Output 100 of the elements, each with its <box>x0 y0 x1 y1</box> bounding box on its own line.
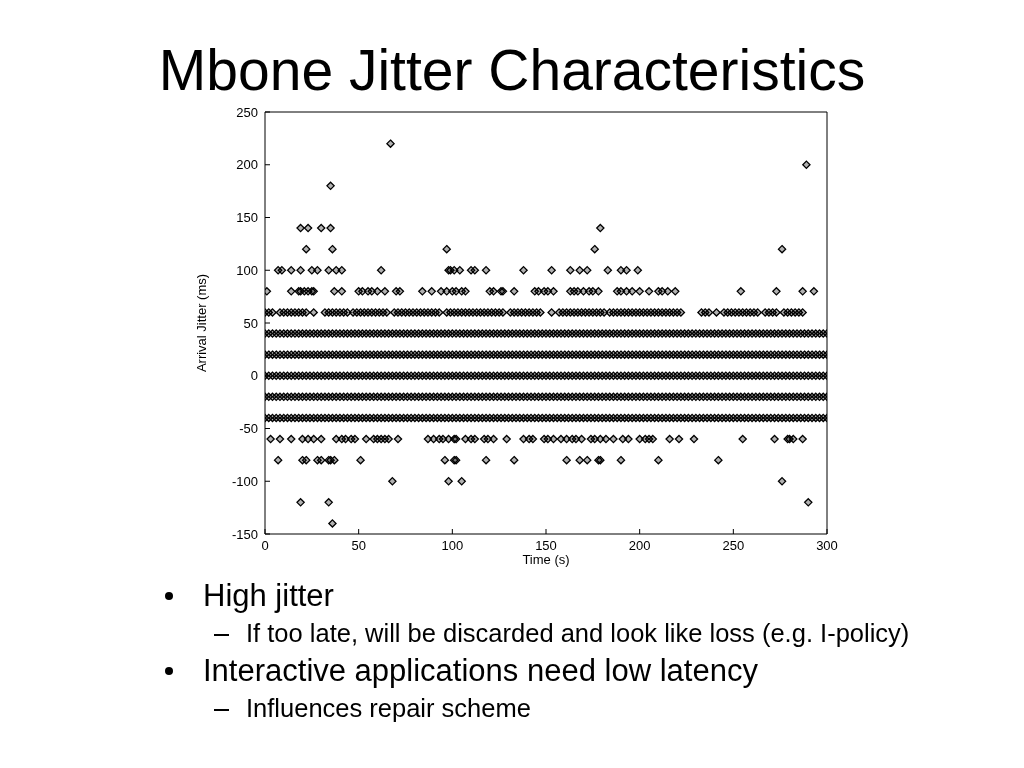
point <box>509 455 519 465</box>
point <box>635 287 644 296</box>
point <box>804 498 813 507</box>
y-tick-label: 150 <box>236 210 258 226</box>
x-tick-label: 50 <box>351 538 366 554</box>
point <box>582 455 592 465</box>
point <box>286 266 296 275</box>
point <box>549 287 558 296</box>
y-tick-label: 0 <box>250 368 258 384</box>
point <box>509 287 519 296</box>
point <box>301 455 311 465</box>
text: Influences repair scheme <box>246 694 531 722</box>
x-tick-label: 100 <box>441 538 464 554</box>
point <box>582 266 592 275</box>
point <box>442 287 451 296</box>
point <box>328 244 337 254</box>
text: If too late, will be discarded and look like loss (e.g. I-policy) <box>246 619 910 647</box>
point <box>455 266 465 275</box>
point <box>590 244 599 254</box>
point <box>313 266 322 275</box>
point <box>331 266 341 275</box>
point <box>388 477 397 486</box>
point <box>358 287 367 296</box>
point <box>633 266 643 275</box>
point <box>644 287 654 296</box>
point <box>337 287 347 296</box>
point <box>303 223 313 233</box>
y-tick-label: -50 <box>239 421 258 437</box>
point <box>534 287 543 296</box>
point <box>654 455 663 465</box>
point <box>519 266 528 275</box>
y-tick-label: 200 <box>236 157 258 173</box>
y-tick-label: -100 <box>231 473 258 489</box>
chart-title: Mbone Jitter Characteristics <box>157 38 867 102</box>
text: High jitter <box>203 578 334 613</box>
point <box>440 455 450 465</box>
point <box>489 287 498 296</box>
point <box>616 455 626 465</box>
point <box>622 266 631 275</box>
point <box>622 287 631 296</box>
point <box>324 498 333 507</box>
point <box>324 266 333 275</box>
point <box>566 266 575 275</box>
point <box>356 455 365 465</box>
point <box>373 287 382 296</box>
point <box>296 223 305 233</box>
point <box>330 455 339 465</box>
point <box>286 287 296 296</box>
point <box>603 266 613 275</box>
point <box>470 266 480 275</box>
point <box>386 139 395 148</box>
point <box>802 160 811 169</box>
point <box>316 455 326 465</box>
x-tick-label: 0 <box>261 538 269 554</box>
y-tick-label: 50 <box>243 315 258 331</box>
point <box>594 287 603 296</box>
point <box>481 455 491 465</box>
text: Interactive applications need low latency <box>203 653 758 688</box>
point <box>395 287 405 296</box>
x-tick-label: 250 <box>722 538 745 554</box>
point <box>296 266 305 275</box>
point <box>736 287 746 296</box>
point <box>562 455 571 465</box>
y-tick-label: 250 <box>236 104 258 120</box>
point <box>330 287 339 296</box>
point <box>427 287 436 296</box>
point <box>772 287 781 296</box>
y-axis-title: Arrival Jitter (ms) <box>194 273 210 373</box>
point <box>296 498 305 507</box>
point <box>663 287 673 296</box>
point <box>588 287 598 296</box>
point <box>337 266 347 275</box>
point <box>777 477 787 486</box>
point <box>671 287 680 296</box>
point <box>449 266 459 275</box>
point <box>596 223 605 233</box>
point <box>457 477 466 486</box>
point <box>380 287 390 296</box>
x-tick-label: 300 <box>816 538 838 554</box>
point <box>573 287 583 296</box>
point <box>481 266 491 275</box>
point <box>657 287 667 296</box>
x-tick-label: 150 <box>535 538 557 554</box>
point <box>301 244 311 254</box>
point <box>277 266 287 275</box>
point <box>627 287 637 296</box>
point <box>326 181 335 191</box>
point <box>367 287 377 296</box>
point <box>442 244 451 254</box>
point <box>376 266 386 275</box>
point <box>579 287 588 296</box>
point <box>777 244 787 254</box>
point <box>273 455 283 465</box>
point <box>418 287 427 296</box>
point <box>444 477 453 486</box>
x-tick-label: 200 <box>628 538 651 554</box>
y-tick-label: -150 <box>231 526 258 542</box>
x-axis-title: Time (s) <box>521 552 571 568</box>
point <box>714 455 723 465</box>
point <box>547 266 556 275</box>
